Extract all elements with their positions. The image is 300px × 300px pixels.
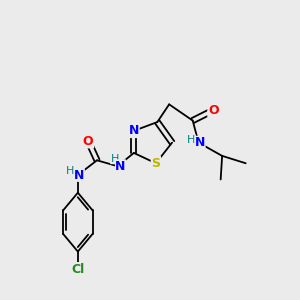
Text: N: N <box>74 169 85 182</box>
Text: Cl: Cl <box>71 263 85 276</box>
Text: O: O <box>208 104 219 117</box>
Text: O: O <box>83 135 94 148</box>
Text: H: H <box>110 154 119 164</box>
Text: N: N <box>116 160 126 173</box>
Text: H: H <box>187 135 195 145</box>
Text: N: N <box>195 136 205 149</box>
Text: H: H <box>66 166 75 176</box>
Text: N: N <box>129 124 139 137</box>
Text: S: S <box>152 157 160 170</box>
